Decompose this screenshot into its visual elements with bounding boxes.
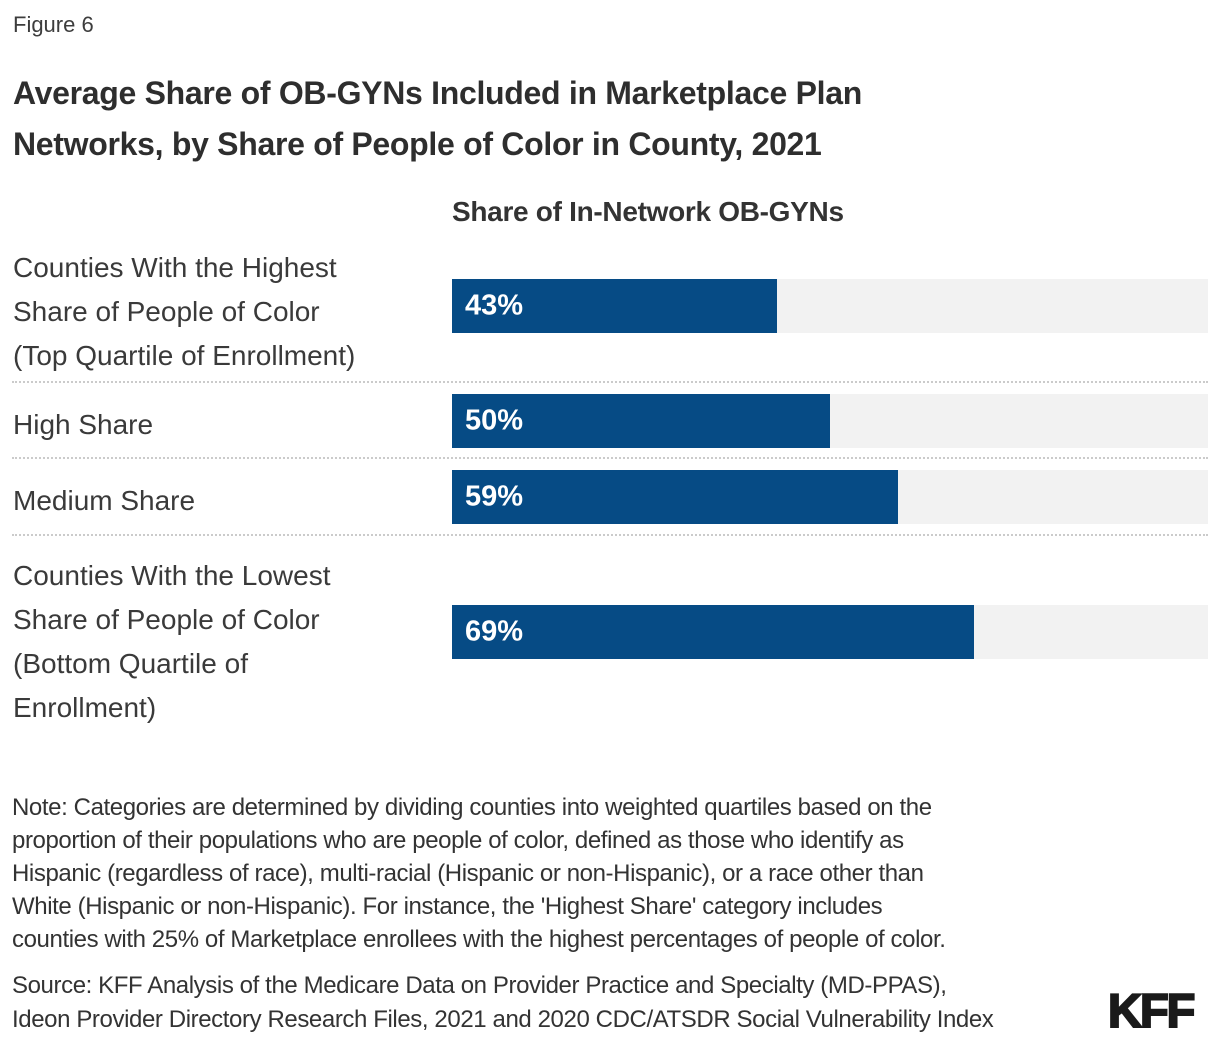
category-label-highest-share: Counties With the Highest Share of Peopl…	[13, 252, 356, 371]
bar-value-label: 50%	[465, 404, 524, 437]
bar-track: 59%	[452, 470, 1208, 524]
row-separator	[12, 534, 1208, 536]
bar-value-label: 59%	[465, 480, 524, 513]
bar-fill: 50%	[452, 394, 830, 448]
source-text: Source: KFF Analysis of the Medicare Dat…	[12, 972, 994, 1033]
bar-track: 43%	[452, 279, 1208, 333]
row-separator	[12, 457, 1208, 459]
figure-number-label: Figure 6	[13, 12, 94, 37]
page-title: Average Share of OB-GYNs Included in Mar…	[13, 75, 862, 162]
bar-value-label: 69%	[465, 615, 524, 648]
category-label-high-share: High Share	[13, 409, 154, 440]
bar-track: 69%	[452, 605, 1208, 659]
bar-fill: 43%	[452, 279, 778, 333]
category-label-lowest-share: Counties With the Lowest Share of People…	[13, 560, 331, 723]
kff-logo: KFF	[1107, 983, 1196, 1038]
bar-track: 50%	[452, 394, 1208, 448]
row-separator	[12, 381, 1208, 383]
bar-value-label: 43%	[465, 289, 524, 322]
bar-fill: 59%	[452, 470, 899, 524]
chart-axis-header: Share of In-Network OB-GYNs	[452, 196, 844, 227]
bar-fill: 69%	[452, 605, 974, 659]
category-label-medium-share: Medium Share	[13, 485, 196, 516]
note-text: Note: Categories are determined by divid…	[12, 794, 946, 953]
